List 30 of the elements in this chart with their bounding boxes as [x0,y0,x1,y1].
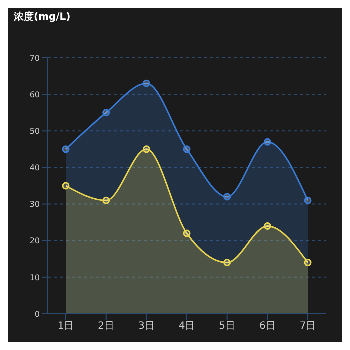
point [183,230,191,238]
x-tick-label: 5日 [219,321,236,332]
x-tick-label: 3日 [138,321,155,332]
y-tick-label: 40 [30,164,40,173]
point [264,138,272,146]
point [304,196,312,204]
y-tick-label: 60 [30,90,40,100]
point [304,259,312,267]
point [62,182,70,190]
x-tick-label: 4日 [178,321,196,332]
x-tick-label: 2日 [98,321,115,332]
point [224,193,232,201]
point [102,196,110,204]
x-tick-label: 1日 [58,321,74,332]
y-tick-label: 20 [30,236,40,246]
y-tick-label: 10 [30,273,40,282]
x-tick-label: 7日 [300,321,316,332]
point [183,146,191,154]
point [62,146,70,154]
y-tick-label: 70 [30,54,40,63]
point [102,109,110,117]
point [142,146,150,154]
point [142,80,150,88]
point [224,259,232,267]
y-tick-label: 0 [34,310,40,319]
y-tick-label: 30 [30,200,40,210]
y-tick-label: 50 [30,126,40,136]
y-axis-title: 浓度(mg/L) [14,10,71,24]
point [264,222,272,230]
x-tick-label: 6日 [259,321,276,332]
